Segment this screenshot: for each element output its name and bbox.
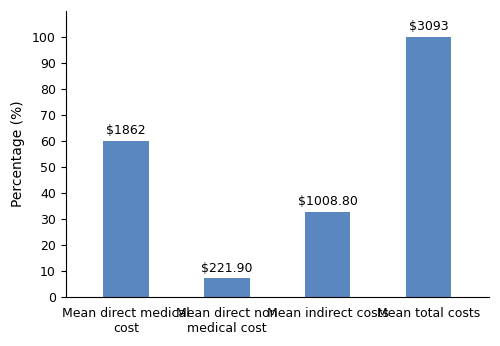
Bar [406,37,451,297]
Text: $1008.80: $1008.80 [298,195,358,209]
Text: $1862: $1862 [106,124,146,137]
Y-axis label: Percentage (%): Percentage (%) [11,101,25,208]
Bar [104,140,149,297]
Bar [305,212,350,297]
Text: $3093: $3093 [408,20,448,33]
Text: $221.90: $221.90 [201,262,252,274]
Bar [204,279,250,297]
